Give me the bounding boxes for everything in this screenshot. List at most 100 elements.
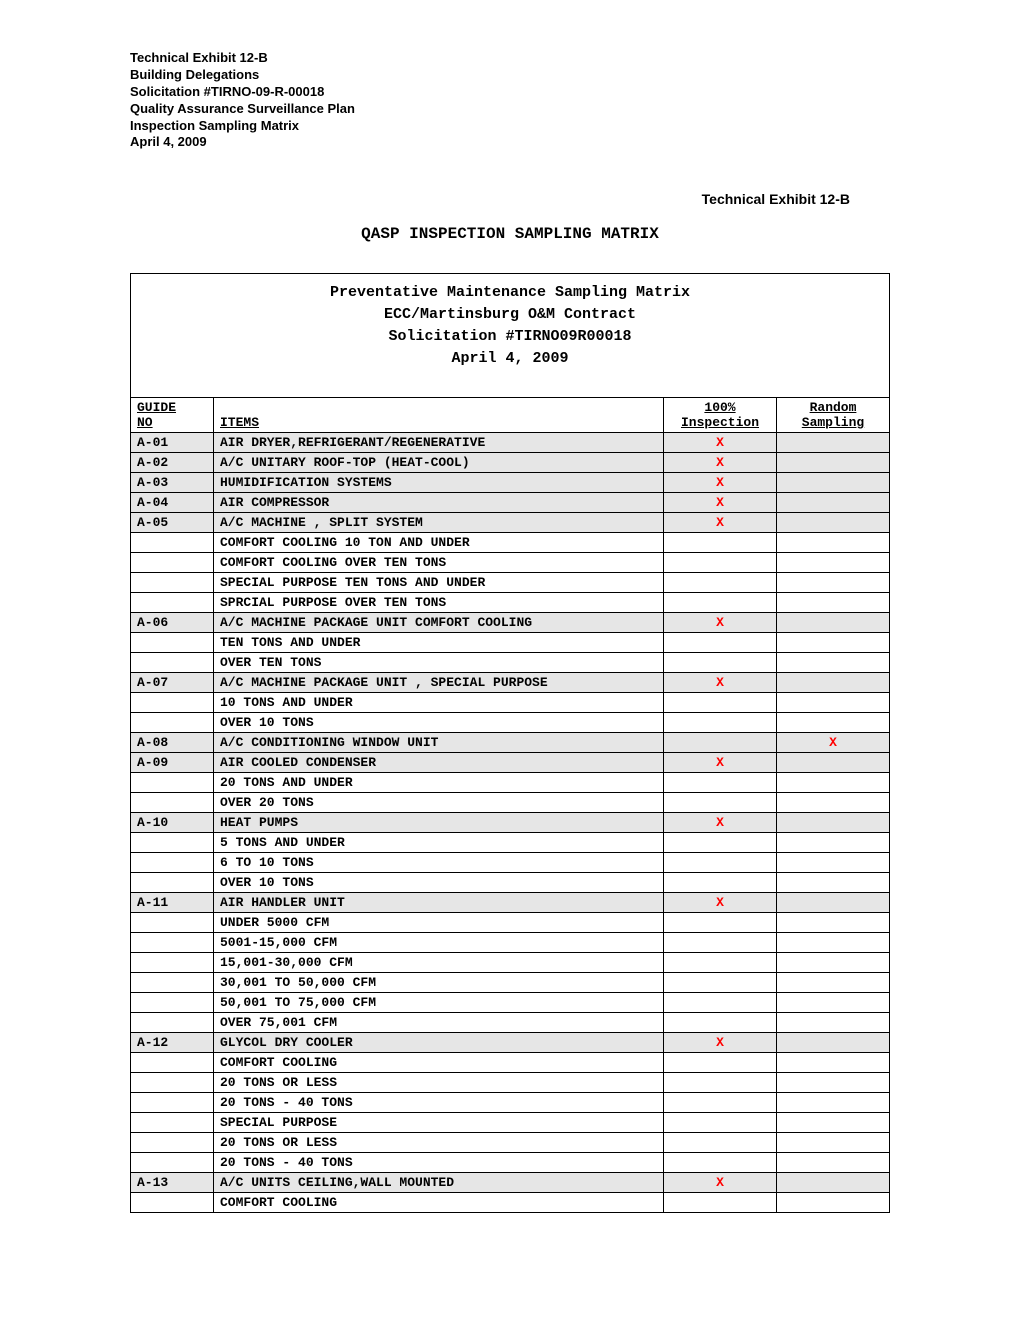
inspection-cell: X — [664, 753, 777, 773]
item-cell: OVER TEN TONS — [214, 653, 664, 673]
random-cell — [777, 493, 890, 513]
random-cell — [777, 633, 890, 653]
item-cell: 50,001 TO 75,000 CFM — [214, 993, 664, 1013]
item-cell: OVER 10 TONS — [214, 873, 664, 893]
table-row: 20 TONS - 40 TONS — [131, 1153, 890, 1173]
random-cell — [777, 833, 890, 853]
inspection-cell — [664, 793, 777, 813]
guide-no-cell — [131, 973, 214, 993]
item-cell: 6 TO 10 TONS — [214, 853, 664, 873]
item-cell: UNDER 5000 CFM — [214, 913, 664, 933]
inspection-cell: X — [664, 613, 777, 633]
guide-no-cell — [131, 993, 214, 1013]
table-row: SPECIAL PURPOSE — [131, 1113, 890, 1133]
inspection-cell — [664, 1073, 777, 1093]
item-cell: COMFORT COOLING — [214, 1193, 664, 1213]
guide-no-cell — [131, 913, 214, 933]
item-cell: A/C MACHINE , SPLIT SYSTEM — [214, 513, 664, 533]
item-cell: OVER 75,001 CFM — [214, 1013, 664, 1033]
item-cell: HEAT PUMPS — [214, 813, 664, 833]
table-row: 20 TONS OR LESS — [131, 1073, 890, 1093]
table-title-line: April 4, 2009 — [137, 348, 883, 370]
random-cell — [777, 533, 890, 553]
table-row: 5001-15,000 CFM — [131, 933, 890, 953]
item-cell: GLYCOL DRY COOLER — [214, 1033, 664, 1053]
inspection-cell: X — [664, 673, 777, 693]
random-cell — [777, 513, 890, 533]
table-row: A-11AIR HANDLER UNITX — [131, 893, 890, 913]
random-cell — [777, 1133, 890, 1153]
table-row: OVER TEN TONS — [131, 653, 890, 673]
item-cell: SPECIAL PURPOSE TEN TONS AND UNDER — [214, 573, 664, 593]
random-cell — [777, 1053, 890, 1073]
inspection-cell — [664, 993, 777, 1013]
guide-no-cell — [131, 1153, 214, 1173]
inspection-cell: X — [664, 493, 777, 513]
guide-no-cell: A-02 — [131, 453, 214, 473]
item-cell: A/C UNITARY ROOF-TOP (HEAT-COOL) — [214, 453, 664, 473]
table-row: A-03HUMIDIFICATION SYSTEMSX — [131, 473, 890, 493]
inspection-cell — [664, 933, 777, 953]
table-row: A-08A/C CONDITIONING WINDOW UNITX — [131, 733, 890, 753]
guide-no-cell — [131, 1053, 214, 1073]
table-row: A-10HEAT PUMPSX — [131, 813, 890, 833]
table-row: SPRCIAL PURPOSE OVER TEN TONS — [131, 593, 890, 613]
random-cell — [777, 793, 890, 813]
guide-no-cell — [131, 1113, 214, 1133]
table-title-cell: Preventative Maintenance Sampling Matrix… — [131, 274, 890, 398]
random-cell — [777, 453, 890, 473]
inspection-cell — [664, 973, 777, 993]
col-header-text: GUIDE — [137, 400, 176, 415]
table-title-line: ECC/Martinsburg O&M Contract — [137, 304, 883, 326]
inspection-cell — [664, 633, 777, 653]
inspection-cell: X — [664, 813, 777, 833]
sampling-matrix-table: Preventative Maintenance Sampling Matrix… — [130, 273, 890, 1213]
random-cell — [777, 693, 890, 713]
inspection-cell — [664, 573, 777, 593]
item-cell: 30,001 TO 50,000 CFM — [214, 973, 664, 993]
random-cell: X — [777, 733, 890, 753]
table-row: COMFORT COOLING — [131, 1053, 890, 1073]
col-header-text: Sampling — [802, 415, 864, 430]
random-cell — [777, 1153, 890, 1173]
guide-no-cell — [131, 693, 214, 713]
guide-no-cell — [131, 1073, 214, 1093]
inspection-cell: X — [664, 513, 777, 533]
random-cell — [777, 553, 890, 573]
table-row: OVER 10 TONS — [131, 873, 890, 893]
col-header-text: 100% — [704, 400, 735, 415]
random-cell — [777, 1013, 890, 1033]
random-cell — [777, 473, 890, 493]
guide-no-cell — [131, 933, 214, 953]
table-row: 10 TONS AND UNDER — [131, 693, 890, 713]
guide-no-cell — [131, 953, 214, 973]
guide-no-cell: A-06 — [131, 613, 214, 633]
inspection-cell — [664, 913, 777, 933]
col-header-items: ITEMS — [214, 398, 664, 433]
inspection-cell — [664, 1093, 777, 1113]
random-cell — [777, 1193, 890, 1213]
table-row: OVER 20 TONS — [131, 793, 890, 813]
item-cell: A/C MACHINE PACKAGE UNIT COMFORT COOLING — [214, 613, 664, 633]
col-header-random: Random Sampling — [777, 398, 890, 433]
main-title: QASP INSPECTION SAMPLING MATRIX — [130, 225, 890, 243]
table-row: A-09AIR COOLED CONDENSERX — [131, 753, 890, 773]
inspection-cell — [664, 733, 777, 753]
col-header-text: Random — [810, 400, 857, 415]
table-row: 5 TONS AND UNDER — [131, 833, 890, 853]
inspection-cell — [664, 833, 777, 853]
table-title-line: Preventative Maintenance Sampling Matrix — [137, 282, 883, 304]
item-cell: SPRCIAL PURPOSE OVER TEN TONS — [214, 593, 664, 613]
inspection-cell: X — [664, 1033, 777, 1053]
inspection-cell — [664, 1013, 777, 1033]
guide-no-cell — [131, 833, 214, 853]
guide-no-cell — [131, 713, 214, 733]
table-row: COMFORT COOLING OVER TEN TONS — [131, 553, 890, 573]
item-cell: 15,001-30,000 CFM — [214, 953, 664, 973]
table-row: UNDER 5000 CFM — [131, 913, 890, 933]
guide-no-cell — [131, 873, 214, 893]
header-line: Solicitation #TIRNO-09-R-00018 — [130, 84, 890, 101]
guide-no-cell — [131, 593, 214, 613]
guide-no-cell: A-09 — [131, 753, 214, 773]
random-cell — [777, 673, 890, 693]
